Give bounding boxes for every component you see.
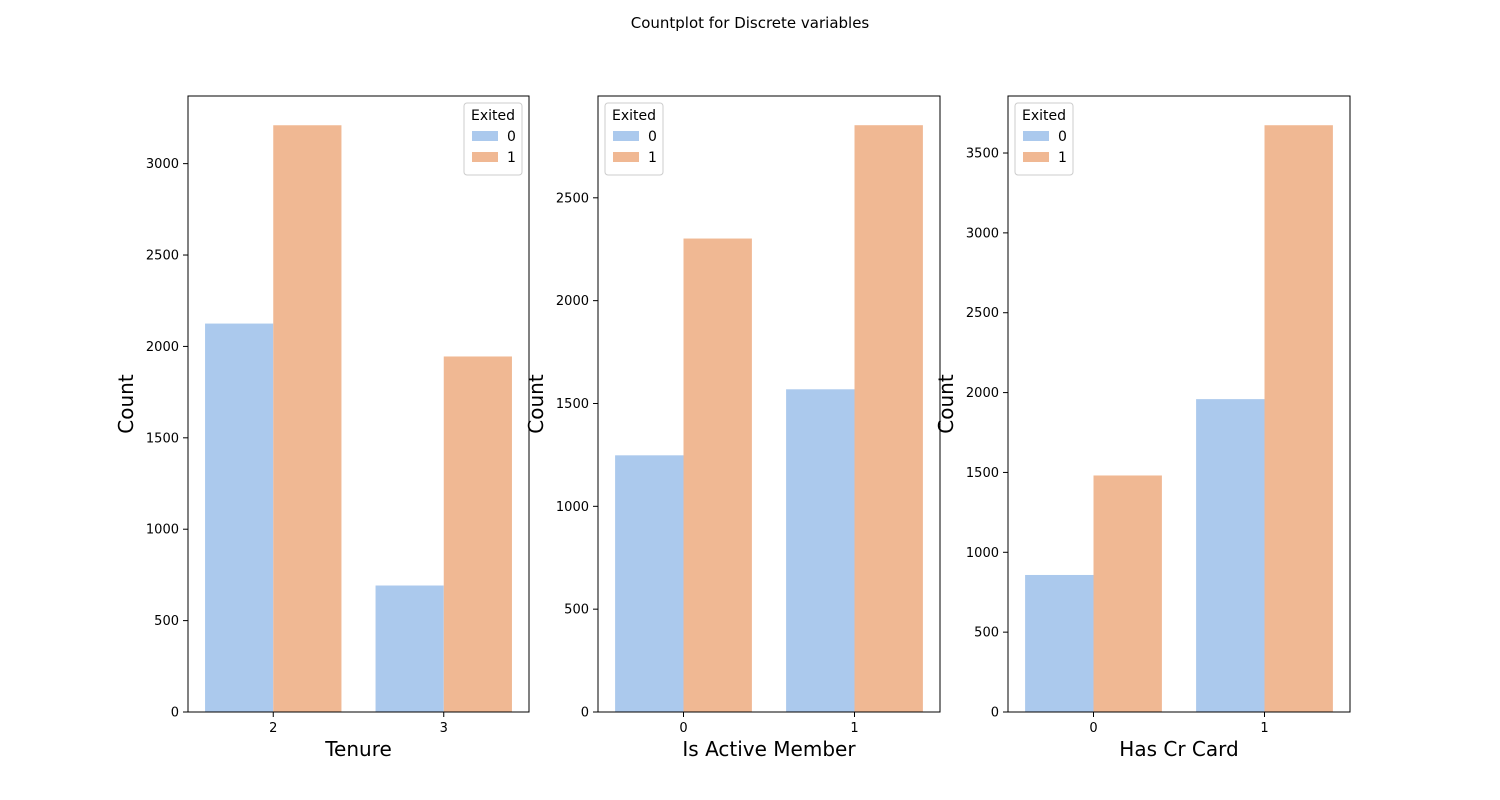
legend: Exited 0 1 [463, 102, 523, 176]
y-tick-label: 2500 [966, 306, 999, 321]
legend-swatch-1 [613, 152, 639, 162]
y-axis-label: Count [114, 374, 138, 434]
axes-frame [187, 95, 530, 713]
legend-title: Exited [612, 108, 656, 124]
x-tick-label: 0 [1089, 721, 1097, 736]
y-tick-label: 3000 [146, 157, 179, 172]
legend-label-0: 0 [648, 129, 657, 145]
legend-label-1: 1 [1058, 150, 1067, 166]
legend-label-0: 0 [507, 129, 516, 145]
x-tick-label: 1 [1260, 721, 1268, 736]
legend-swatch-0 [1023, 131, 1049, 141]
x-axis-label: Has Cr Card [1119, 737, 1238, 761]
axes-frame [1007, 95, 1351, 713]
legend-swatch-1 [472, 152, 498, 162]
y-tick-label: 1000 [966, 546, 999, 561]
y-tick-label: 2500 [146, 249, 179, 264]
figure-title: Countplot for Discrete variables [631, 14, 870, 32]
y-tick-label: 0 [991, 706, 999, 721]
axes-frame [597, 95, 941, 713]
bar-2-exited-1 [273, 125, 342, 713]
x-axis-label: Is Active Member [682, 737, 856, 761]
subplot-1: 2 3 0 500 1000 1500 2000 2500 3000 Tenure Count Exi… [114, 95, 530, 761]
x-tick-label: 1 [850, 721, 858, 736]
bar-0-exited-0 [1025, 574, 1094, 712]
y-tick-label: 3500 [966, 147, 999, 162]
y-tick-label: 3000 [966, 226, 999, 241]
legend: Exited 0 1 [604, 102, 664, 176]
y-axis-label: Count [934, 374, 958, 434]
x-tick-label: 0 [679, 721, 687, 736]
y-tick-label: 0 [171, 706, 179, 721]
bar-0-exited-1 [1093, 475, 1162, 712]
bar-0-exited-1 [683, 238, 752, 712]
y-tick-label: 500 [974, 626, 999, 641]
bar-3-exited-1 [443, 356, 512, 712]
y-tick-label: 2000 [966, 386, 999, 401]
y-tick-label: 1500 [556, 397, 589, 412]
y-tick-label: 2500 [556, 191, 589, 206]
y-tick-label: 1000 [556, 500, 589, 515]
bar-0-exited-0 [615, 455, 684, 712]
legend-label-1: 1 [648, 150, 657, 166]
subplot-3: 0 1 0 500 1000 1500 2000 2500 3000 3500 Has Cr Car… [934, 95, 1351, 761]
y-tick-label: 1500 [966, 466, 999, 481]
subplot-2: 0 1 0 500 1000 1500 2000 2500 Is Active Member Co… [524, 95, 941, 761]
y-tick-label: 1500 [146, 431, 179, 446]
bar-3-exited-0 [375, 585, 444, 712]
legend-label-0: 0 [1058, 129, 1067, 145]
legend-swatch-0 [613, 131, 639, 141]
x-axis-label: Tenure [324, 737, 392, 761]
y-tick-label: 1000 [146, 523, 179, 538]
bar-1-exited-0 [1196, 399, 1265, 712]
legend: Exited 0 1 [1014, 102, 1074, 176]
subplots: 2 3050010001500200025003000TenureCountExi… [114, 95, 1351, 761]
legend-label-1: 1 [507, 150, 516, 166]
legend-swatch-0 [472, 131, 498, 141]
y-tick-label: 2000 [146, 340, 179, 355]
legend-title: Exited [1022, 108, 1066, 124]
y-tick-label: 0 [581, 706, 589, 721]
legend-title: Exited [471, 108, 515, 124]
bar-1-exited-0 [786, 389, 855, 712]
y-tick-label: 500 [564, 603, 589, 618]
bar-2-exited-0 [205, 323, 274, 712]
x-tick-label: 2 [269, 721, 277, 736]
y-tick-label: 500 [154, 614, 179, 629]
x-tick-label: 3 [440, 721, 448, 736]
bar-1-exited-1 [854, 125, 923, 713]
y-tick-label: 2000 [556, 294, 589, 309]
y-axis-label: Count [524, 374, 548, 434]
bar-1-exited-1 [1264, 125, 1333, 712]
legend-swatch-1 [1023, 152, 1049, 162]
